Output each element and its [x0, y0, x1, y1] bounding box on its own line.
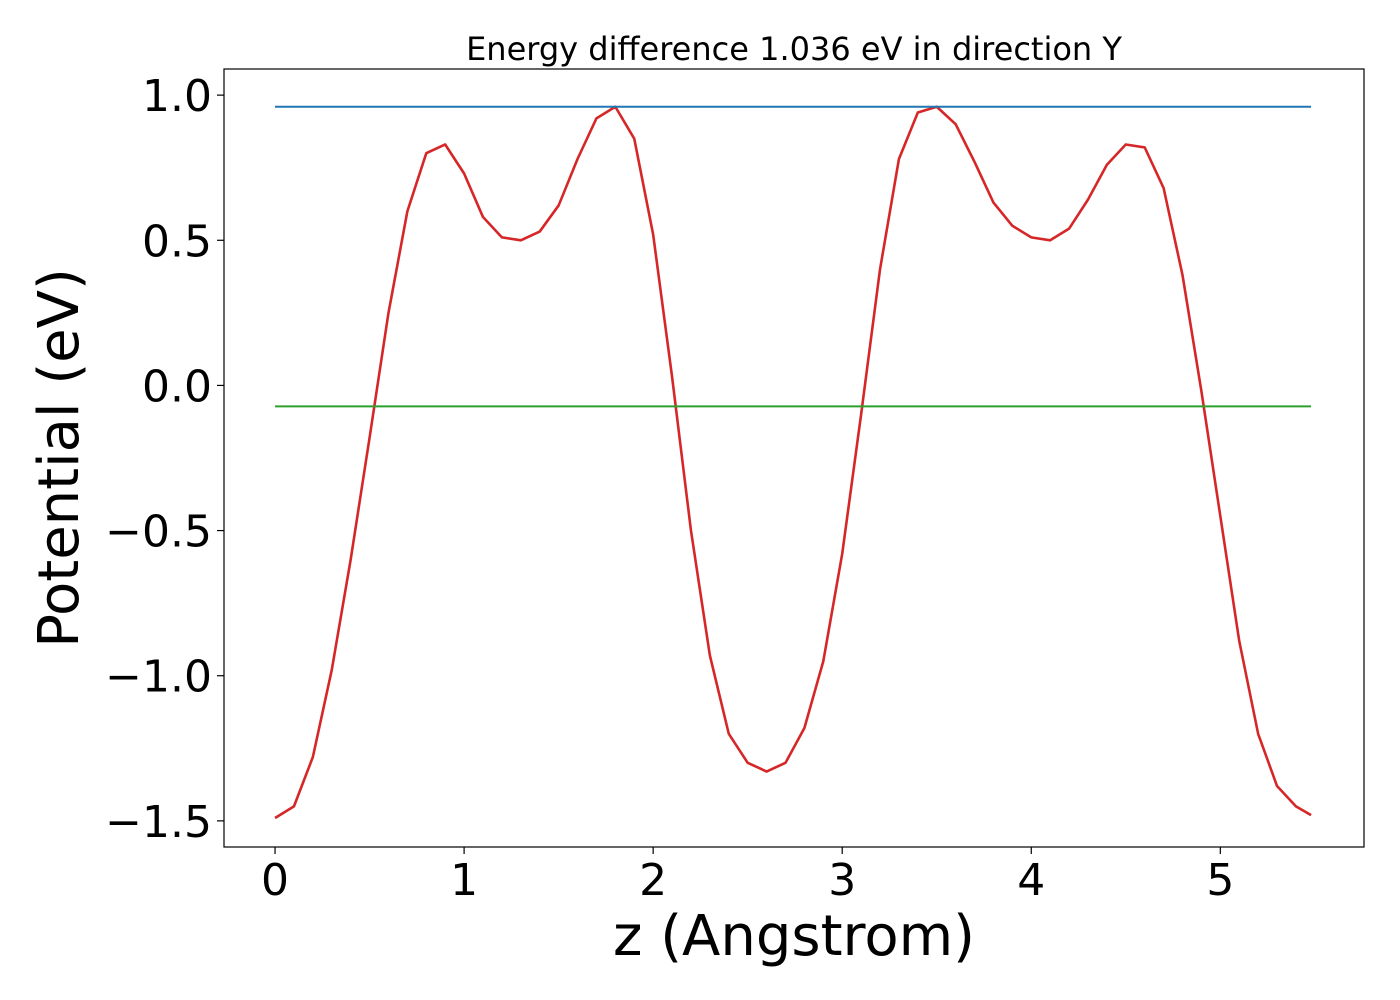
y-tick-label: 0.5: [142, 216, 212, 267]
y-tick-label: 0.0: [142, 361, 212, 412]
y-tick-label: −1.0: [105, 652, 212, 703]
plot-area-frame: [223, 68, 1365, 848]
y-tick-label: −0.5: [105, 507, 212, 558]
x-axis: 0 1 2 3 4 5: [261, 847, 1234, 906]
y-tick-label: 1.0: [142, 71, 212, 122]
chart-title: Energy difference 1.036 eV in direction …: [466, 30, 1122, 68]
series-layer: [274, 105, 1312, 820]
x-tick-label: 2: [639, 855, 667, 906]
x-tick-label: 1: [450, 855, 478, 906]
y-tick-label: −1.5: [105, 797, 212, 848]
x-tick-label: 0: [261, 855, 289, 906]
potential-curve: [274, 105, 1312, 820]
y-axis-label: Potential (eV): [27, 268, 92, 648]
x-tick-label: 3: [828, 855, 856, 906]
x-tick-label: 4: [1017, 855, 1045, 906]
x-axis-label: z (Angstrom): [613, 904, 975, 969]
x-tick-label: 5: [1206, 855, 1234, 906]
y-axis: 1.0 0.5 0.0 −0.5 −1.0 −1.5: [105, 71, 224, 848]
